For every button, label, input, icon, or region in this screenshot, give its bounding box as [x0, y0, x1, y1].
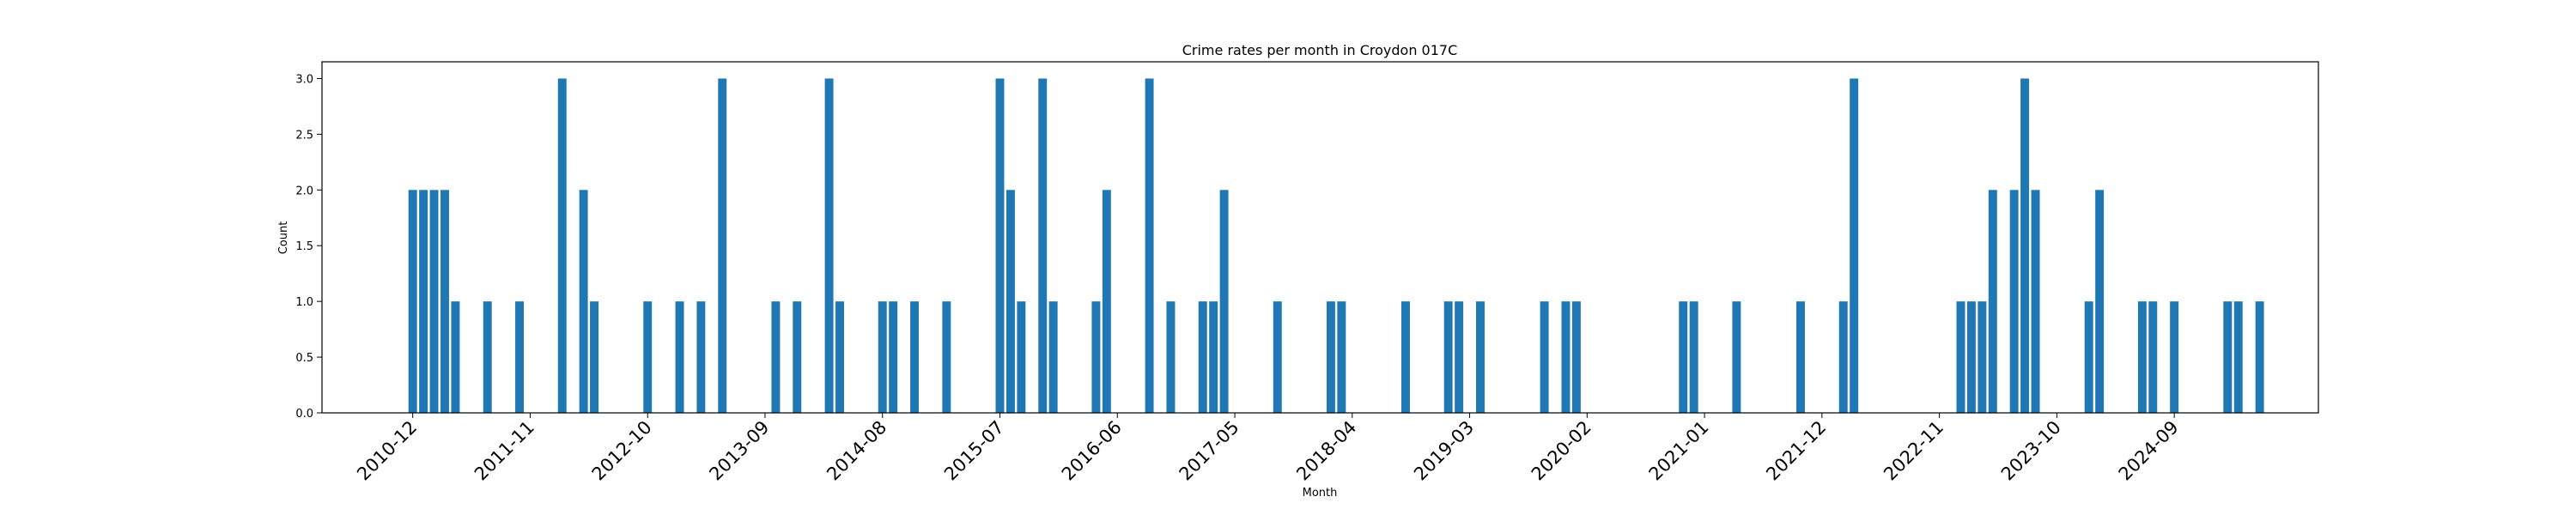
bar	[696, 301, 706, 413]
y-tick-label: 2.0	[295, 185, 313, 197]
bars-group	[408, 78, 2264, 413]
bar	[1443, 301, 1453, 413]
bar	[429, 190, 439, 413]
bar	[1561, 301, 1571, 413]
bar	[1017, 301, 1026, 413]
bar	[1476, 301, 1485, 413]
bar	[1219, 190, 1229, 413]
bar	[1988, 190, 1997, 413]
bar	[1102, 190, 1111, 413]
bar	[1166, 301, 1176, 413]
bar	[2095, 190, 2105, 413]
bar	[1048, 301, 1058, 413]
bar	[878, 301, 887, 413]
bar	[1209, 301, 1218, 413]
bar	[1571, 301, 1581, 413]
bar	[1145, 78, 1154, 413]
y-tick-label: 0.5	[295, 352, 313, 365]
bar	[910, 301, 920, 413]
bar	[590, 301, 599, 413]
bar	[557, 78, 567, 413]
bar	[824, 78, 834, 413]
bar	[793, 301, 802, 413]
bar	[2137, 301, 2147, 413]
bar	[1273, 301, 1282, 413]
bar	[2031, 190, 2040, 413]
bar	[1540, 301, 1549, 413]
bar	[1038, 78, 1048, 413]
plot-frame	[321, 61, 2319, 414]
bar	[942, 301, 951, 413]
bar	[1400, 301, 1410, 413]
bar	[1978, 301, 1987, 413]
bar	[1689, 301, 1698, 413]
y-tick-label: 1.0	[295, 296, 313, 309]
chart-title: Crime rates per month in Croydon 017C	[1182, 42, 1458, 58]
bar	[1838, 301, 1848, 413]
y-tick-label: 3.0	[295, 73, 313, 86]
bar	[2170, 301, 2179, 413]
bar	[515, 301, 524, 413]
bar	[1679, 301, 1688, 413]
y-axis-label: Count	[277, 221, 290, 255]
bar	[1326, 301, 1335, 413]
bar	[995, 78, 1005, 413]
bar	[2020, 78, 2030, 413]
bar	[483, 301, 492, 413]
bar	[889, 301, 898, 413]
bar	[2223, 301, 2233, 413]
bar	[2148, 301, 2158, 413]
bar	[440, 190, 449, 413]
bar	[1850, 78, 1859, 413]
x-axis-label: Month	[1303, 487, 1338, 500]
bar	[2255, 301, 2264, 413]
bar	[1091, 301, 1101, 413]
bar	[835, 301, 844, 413]
bar	[1005, 190, 1015, 413]
bar	[1337, 301, 1346, 413]
bar	[408, 190, 417, 413]
y-tick-label: 0.0	[295, 408, 313, 421]
bar	[1732, 301, 1741, 413]
y-axis: 0.0 0.5 1.0 1.5 2.0 2.5 3.0	[295, 73, 322, 421]
bar	[579, 190, 588, 413]
bar	[643, 301, 653, 413]
bar	[718, 78, 727, 413]
bar	[2009, 190, 2019, 413]
bar	[1966, 301, 1976, 413]
bar	[419, 190, 428, 413]
y-tick-label: 2.5	[295, 129, 313, 142]
bar	[2084, 301, 2093, 413]
bar	[2233, 301, 2243, 413]
bar	[1796, 301, 1805, 413]
y-tick-label: 1.5	[295, 240, 313, 253]
bar	[451, 301, 460, 413]
bar	[771, 301, 781, 413]
bar	[1198, 301, 1207, 413]
bar	[1455, 301, 1464, 413]
bar	[1956, 301, 1965, 413]
bar	[675, 301, 684, 413]
